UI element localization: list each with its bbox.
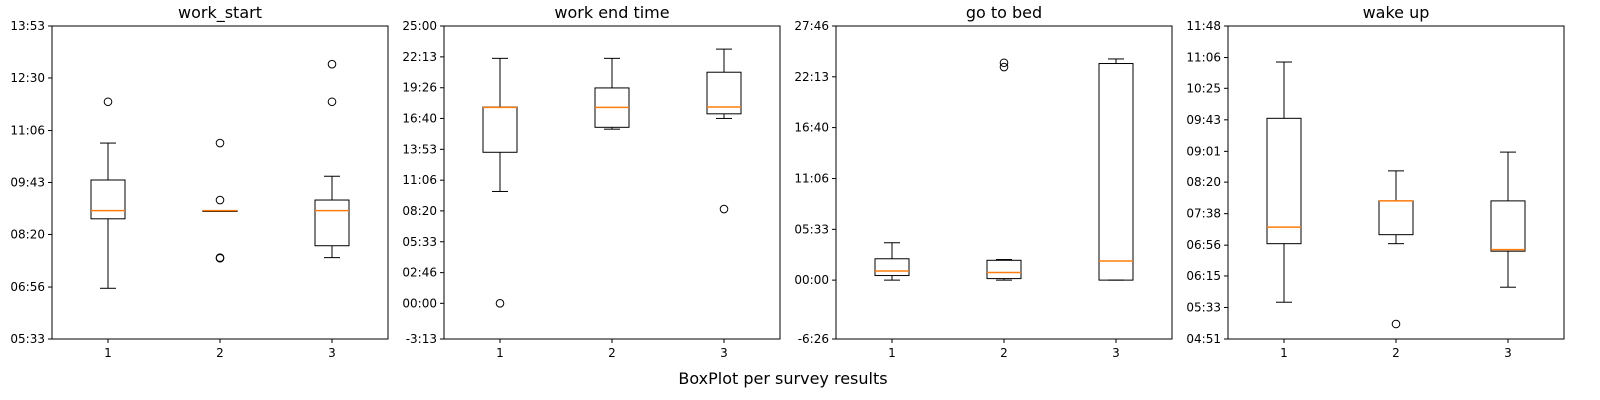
- y-tick-label: 10:25: [1186, 81, 1221, 95]
- figure-caption: BoxPlot per survey results: [678, 369, 887, 388]
- x-tick-label: 1: [888, 346, 896, 360]
- y-tick-label: 05:33: [10, 332, 45, 346]
- box-2: [202, 138, 238, 263]
- outlier-point: [215, 138, 225, 148]
- y-tick-label: 19:26: [402, 81, 437, 95]
- y-tick-label: 11:06: [794, 172, 829, 186]
- box-3: [314, 59, 350, 259]
- y-tick-label: 02:46: [402, 266, 437, 280]
- x-tick-label: 1: [104, 346, 112, 360]
- subplot-title: work_start: [178, 3, 262, 23]
- box-2: [986, 58, 1022, 281]
- y-tick-label: 11:48: [1186, 19, 1221, 33]
- box-body: [986, 259, 1022, 280]
- y-tick-label: 09:01: [1186, 144, 1221, 158]
- subplot-3: go to bed -6:26 00:00 05:33 11:06 16:40 22:13 2…: [794, 3, 1173, 360]
- y-tick-label: -3:13: [406, 332, 437, 346]
- axes-frame: [51, 25, 389, 340]
- subplot-2: work end time-3:1300:0002:4605:3308:2011…: [402, 3, 781, 360]
- box-3: [1098, 58, 1134, 281]
- box-body: [482, 106, 518, 153]
- y-tick-label: 00:00: [794, 273, 829, 287]
- y-tick-label: 06:56: [1186, 238, 1221, 252]
- y-tick-label: 04:51: [1186, 332, 1221, 346]
- outlier-point: [215, 195, 225, 205]
- subplot-1: work_start 05:33 06:56 08:20 09:43 11:06 12:30…: [10, 3, 389, 360]
- box-1: [482, 57, 518, 308]
- x-tick-label: 2: [216, 346, 224, 360]
- outlier-point: [215, 253, 225, 262]
- outlier-point: [999, 58, 1009, 68]
- box-body: [90, 179, 126, 220]
- box-body: [1098, 63, 1134, 281]
- y-tick-label: 05:33: [794, 222, 829, 236]
- box-3: [1490, 151, 1526, 288]
- y-tick-label: 16:40: [402, 111, 437, 125]
- y-tick-label: 08:20: [10, 227, 45, 241]
- x-tick-label: 2: [1392, 346, 1400, 360]
- y-tick-label: 11:06: [402, 173, 437, 187]
- y-tick-label: 09:43: [1186, 113, 1221, 127]
- subplot-title: work end time: [554, 3, 669, 22]
- y-tick-label: 05:33: [402, 235, 437, 249]
- box-1: [1266, 61, 1302, 303]
- y-tick-label: 25:00: [402, 19, 437, 33]
- y-tick-label: 05:33: [1186, 300, 1221, 314]
- x-tick-label: 3: [1504, 346, 1512, 360]
- y-tick-label: 27:46: [794, 19, 829, 33]
- box-2: [1378, 170, 1414, 329]
- box-body: [874, 258, 910, 277]
- y-tick-label: 13:53: [402, 142, 437, 156]
- x-tick-label: 1: [1280, 346, 1288, 360]
- subplot-title: wake up: [1363, 3, 1430, 22]
- y-tick-label: 07:38: [1186, 207, 1221, 221]
- y-tick-label: 08:20: [1186, 175, 1221, 189]
- y-tick-label: 22:13: [794, 70, 829, 84]
- outlier-point: [327, 59, 337, 69]
- x-tick-label: 2: [608, 346, 616, 360]
- y-tick-label: 13:53: [10, 19, 45, 33]
- outlier-point: [1391, 319, 1401, 329]
- y-tick-label: 06:56: [10, 280, 45, 294]
- box-2: [594, 57, 630, 130]
- box-1: [90, 97, 126, 289]
- x-tick-label: 3: [328, 346, 336, 360]
- x-tick-label: 2: [1000, 346, 1008, 360]
- x-tick-label: 3: [1112, 346, 1120, 360]
- box-body: [706, 71, 742, 115]
- outlier-point: [719, 204, 729, 214]
- y-tick-label: 08:20: [402, 204, 437, 218]
- x-tick-label: 3: [720, 346, 728, 360]
- y-tick-label: 12:30: [10, 71, 45, 85]
- outlier-point: [327, 97, 337, 107]
- subplots: work_start 05:33 06:56 08:20 09:43 11:06 12:30…: [10, 3, 1565, 360]
- box-body: [1490, 200, 1526, 252]
- y-tick-label: -6:26: [798, 332, 829, 346]
- y-tick-label: 11:06: [1186, 51, 1221, 65]
- x-tick-label: 1: [496, 346, 504, 360]
- y-tick-label: 00:00: [402, 296, 437, 310]
- outlier-point: [103, 97, 113, 107]
- subplot-4: wake up 04:51 05:33 06:15 06:56 07:38 08:20 09:…: [1186, 3, 1565, 360]
- box-3: [706, 48, 742, 214]
- subplot-title: go to bed: [966, 3, 1042, 22]
- box-body: [314, 199, 350, 247]
- box-body: [1266, 117, 1302, 245]
- y-tick-label: 09:43: [10, 176, 45, 190]
- y-tick-label: 06:15: [1186, 269, 1221, 283]
- y-tick-label: 11:06: [10, 124, 45, 138]
- box-body: [1378, 200, 1414, 236]
- axes-frame: [835, 25, 1173, 340]
- outlier-point: [999, 62, 1009, 72]
- y-tick-label: 22:13: [402, 50, 437, 64]
- box-1: [874, 242, 910, 281]
- y-tick-label: 16:40: [794, 121, 829, 135]
- outlier-point: [495, 299, 505, 308]
